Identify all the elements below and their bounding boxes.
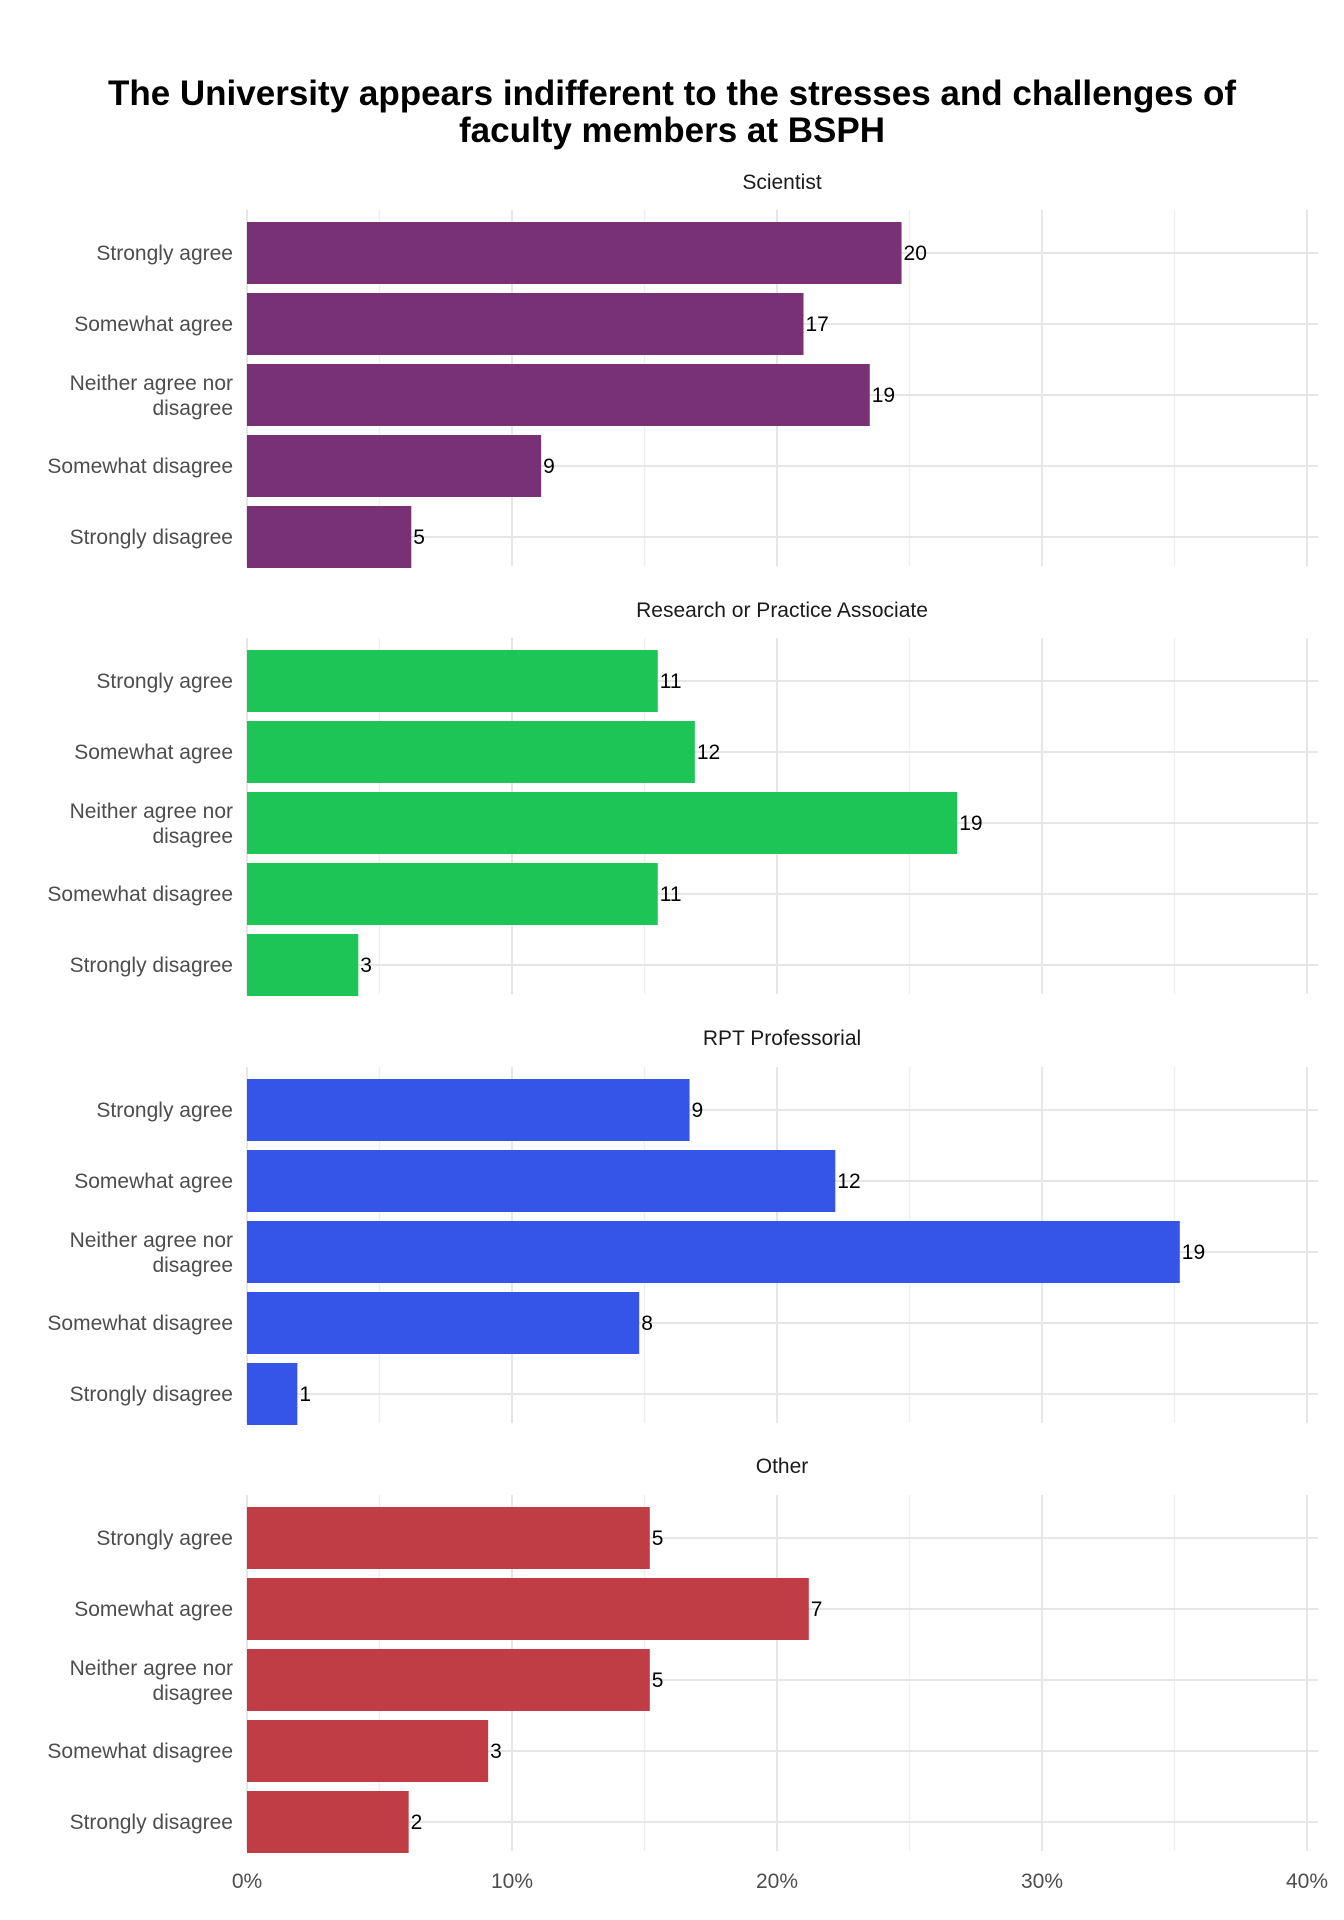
category-label: Somewhat agree (74, 1170, 233, 1193)
bar-somewhat-agree (247, 721, 695, 783)
category-label: disagree (152, 1682, 233, 1705)
chart-title-line-2: faculty members at BSPH (459, 111, 885, 150)
category-label: Strongly disagree (70, 526, 233, 549)
category-label: Strongly disagree (70, 1811, 233, 1834)
value-label: 19 (959, 812, 982, 835)
bar-somewhat-disagree (247, 435, 542, 497)
category-label: Strongly disagree (70, 954, 233, 977)
value-label: 3 (490, 1740, 502, 1763)
category-label: Somewhat disagree (47, 883, 233, 906)
value-label: 8 (641, 1312, 653, 1335)
bar-strongly-disagree (247, 934, 359, 996)
category-label: Strongly agree (96, 670, 233, 693)
x-axis: 0% 10% 20% 30% 40% (232, 1870, 1328, 1893)
bar-strongly-disagree (247, 1363, 298, 1425)
bar-somewhat-disagree (247, 1292, 640, 1354)
bar-strongly-agree (247, 650, 658, 712)
value-label: 5 (652, 1669, 664, 1692)
bar-somewhat-agree (247, 293, 804, 355)
bar-strongly-agree (247, 222, 902, 284)
facet-title: Scientist (742, 171, 822, 194)
facet-rpt-professorial: RPT Professorial 9 Strongly agree 12 Somewha… (47, 1027, 1318, 1425)
bar-strongly-disagree (247, 506, 412, 568)
value-label: 9 (692, 1099, 704, 1122)
category-label: Neither agree nor (70, 372, 233, 395)
bar-strongly-agree (247, 1079, 690, 1141)
facet-scientist: Scientist 20 Strongly agree 17 Somewhat agre… (47, 171, 1318, 568)
category-label: Neither agree nor (70, 1229, 233, 1252)
category-label: Somewhat agree (74, 741, 233, 764)
x-tick-label: 10% (491, 1870, 533, 1893)
x-tick-label: 20% (756, 1870, 798, 1893)
value-label: 17 (806, 313, 829, 336)
value-label: 1 (299, 1383, 311, 1406)
category-label: Strongly agree (96, 1099, 233, 1122)
bar-neither-agree-nor-disagree (247, 364, 870, 426)
value-label: 11 (660, 883, 682, 906)
bar-neither-agree-nor-disagree (247, 792, 958, 854)
category-label: Somewhat agree (74, 313, 233, 336)
category-label: Neither agree nor (70, 1657, 233, 1680)
value-label: 12 (697, 741, 720, 764)
category-label: Somewhat disagree (47, 1312, 233, 1335)
x-tick-label: 30% (1021, 1870, 1063, 1893)
category-label: Somewhat disagree (47, 455, 233, 478)
x-tick-label: 0% (232, 1870, 262, 1893)
value-label: 12 (837, 1170, 860, 1193)
bar-somewhat-disagree (247, 863, 658, 925)
category-label: disagree (152, 825, 233, 848)
category-label: Neither agree nor (70, 800, 233, 823)
category-label: disagree (152, 1254, 233, 1277)
bar-somewhat-agree (247, 1150, 836, 1212)
category-label: Strongly agree (96, 1527, 233, 1550)
value-label: 7 (811, 1598, 823, 1621)
bar-neither-agree-nor-disagree (247, 1221, 1180, 1283)
value-label: 2 (411, 1811, 423, 1834)
bar-somewhat-disagree (247, 1720, 489, 1782)
value-label: 5 (652, 1527, 664, 1550)
category-label: Strongly agree (96, 242, 233, 265)
category-label: Strongly disagree (70, 1383, 233, 1406)
value-label: 5 (413, 526, 425, 549)
facet-title: Other (756, 1455, 809, 1478)
facet-title: Research or Practice Associate (636, 599, 928, 622)
value-label: 19 (1182, 1241, 1205, 1264)
facet-research-or-practice-associate: Research or Practice Associate 11 Strongly… (47, 599, 1318, 996)
value-label: 3 (360, 954, 372, 977)
facet-other: Other 5 Strongly agree 7 Somewhat agree 5 Neit… (47, 1455, 1318, 1853)
value-label: 11 (660, 670, 682, 693)
bar-somewhat-agree (247, 1578, 809, 1640)
category-label: disagree (152, 397, 233, 420)
bar-strongly-agree (247, 1507, 650, 1569)
value-label: 9 (543, 455, 555, 478)
x-tick-label: 40% (1286, 1870, 1328, 1893)
facet-title: RPT Professorial (703, 1027, 861, 1050)
value-label: 19 (872, 384, 895, 407)
bar-neither-agree-nor-disagree (247, 1649, 650, 1711)
chart-title-line-1: The University appears indifferent to th… (107, 74, 1237, 113)
value-label: 20 (904, 242, 927, 265)
bar-strongly-disagree (247, 1791, 409, 1853)
category-label: Somewhat disagree (47, 1740, 233, 1763)
category-label: Somewhat agree (74, 1598, 233, 1621)
